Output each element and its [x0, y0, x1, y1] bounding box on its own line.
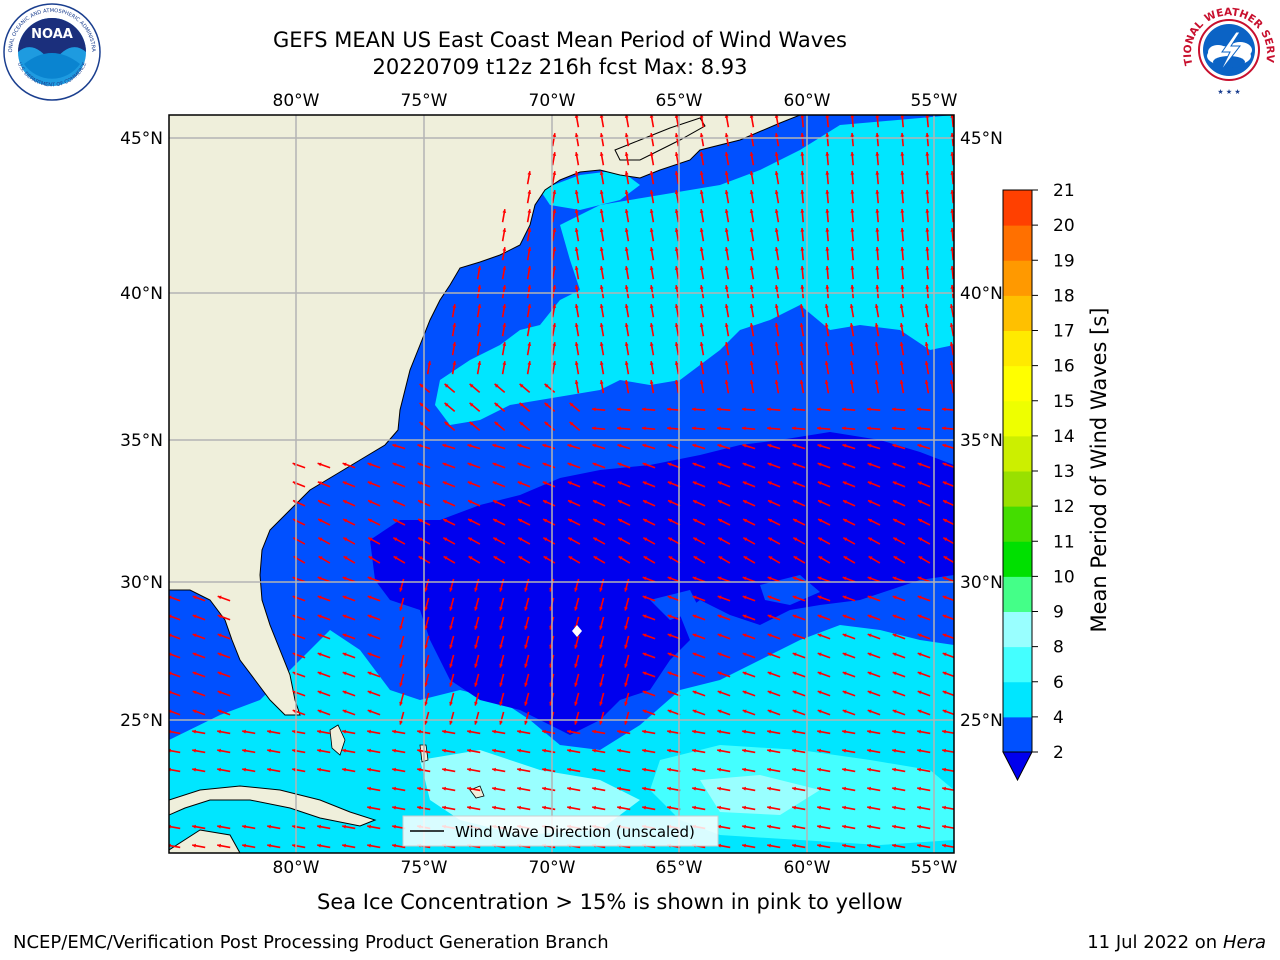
contour-patch-cyan-a	[540, 170, 640, 210]
colorbar-tick-label: 13	[1053, 462, 1075, 482]
lat-label: 35°N	[960, 431, 1003, 451]
map-panel: Wind Wave Direction (unscaled)	[169, 115, 954, 853]
lon-label: 65°W	[656, 91, 703, 111]
footer-branch: NCEP/EMC/Verification Post Processing Pr…	[13, 932, 609, 953]
colorbar-segment	[1003, 260, 1032, 296]
colorbar-segment	[1003, 576, 1032, 612]
sea-ice-note: Sea Ice Concentration > 15% is shown in …	[317, 890, 903, 914]
colorbar-segment	[1003, 681, 1032, 718]
nws-logo: NATIONAL WEATHER SERVICE ★ ★ ★	[1178, 0, 1276, 97]
colorbar-tick-label: 10	[1053, 567, 1075, 587]
map-legend: Wind Wave Direction (unscaled)	[402, 815, 719, 847]
lat-labels-left: 45°N 40°N 35°N 30°N 25°N	[120, 129, 163, 731]
colorbar-tick-label: 14	[1053, 427, 1075, 447]
land-yucatan	[169, 829, 241, 853]
lat-labels-right: 45°N 40°N 35°N 30°N 25°N	[960, 129, 1003, 731]
colorbar-tick-label: 11	[1053, 532, 1075, 552]
contour-region-deep-blue	[370, 432, 954, 735]
map-title: GEFS MEAN US East Coast Mean Period of W…	[273, 28, 847, 52]
map-frame	[168, 114, 955, 854]
lon-label: 55°W	[911, 91, 958, 111]
colorbar-segment	[1003, 295, 1032, 331]
legend-label: Wind Wave Direction (unscaled)	[455, 823, 695, 841]
lat-label: 40°N	[120, 284, 163, 304]
colorbar: 2 4 6 8 9 10 11 12 13 14 15 16 17 18 19 20 21	[1002, 181, 1075, 782]
lon-label: 80°W	[273, 91, 320, 111]
colorbar-segment	[1003, 365, 1032, 402]
colorbar-label: Mean Period of Wind Waves [s]	[1087, 308, 1111, 633]
contour-hole-b	[650, 590, 700, 620]
colorbar-tick-label: 9	[1053, 603, 1064, 623]
noaa-logo-text: NOAA	[31, 27, 73, 42]
colorbar-tick-label: 15	[1053, 392, 1075, 412]
lon-label: 60°W	[784, 858, 831, 878]
colorbar-tick-label: 6	[1053, 673, 1064, 693]
noaa-logo: NOAA NATIONAL OCEANIC AND ATMOSPHERIC AD…	[2, 2, 101, 101]
colorbar-segment	[1003, 716, 1032, 753]
map-subtitle: 20220709 t12z 216h fcst Max: 8.93	[372, 55, 748, 79]
svg-text:★ ★ ★: ★ ★ ★	[1217, 88, 1240, 96]
colorbar-segment	[1003, 506, 1032, 542]
colorbar-segment	[1003, 611, 1032, 648]
colorbar-tick-label: 16	[1053, 357, 1075, 377]
lon-label: 70°W	[529, 858, 576, 878]
lon-label: 55°W	[911, 858, 958, 878]
colorbar-segment	[1003, 541, 1032, 577]
lat-label: 30°N	[960, 573, 1003, 593]
colorbar-segment	[1003, 225, 1032, 261]
lon-label: 60°W	[784, 91, 831, 111]
colorbar-tick-label: 20	[1053, 216, 1075, 236]
contour-band-north-cyan	[435, 115, 954, 425]
colorbar-tick-label: 17	[1053, 322, 1075, 342]
colorbar-segment	[1003, 400, 1032, 437]
map-gridlines	[169, 115, 954, 853]
lat-label: 25°N	[120, 711, 163, 731]
wind-wave-direction-arrows	[169, 115, 954, 849]
colorbar-tick-label: 2	[1053, 743, 1064, 763]
lat-label: 25°N	[960, 711, 1003, 731]
lon-label: 65°W	[656, 858, 703, 878]
lat-label: 30°N	[120, 573, 163, 593]
footer-date-text: 11 Jul 2022 on	[1087, 932, 1223, 953]
lat-label: 40°N	[960, 284, 1003, 304]
colorbar-tick-label: 4	[1053, 708, 1064, 728]
colorbar-tick-label: 8	[1053, 638, 1064, 658]
lon-labels-top: 80°W 75°W 70°W 65°W 60°W 55°W	[273, 91, 958, 111]
footer-host: Hera	[1222, 932, 1266, 953]
lon-label: 75°W	[401, 91, 448, 111]
colorbar-tick-label: 21	[1053, 181, 1075, 201]
lon-label: 75°W	[401, 858, 448, 878]
colorbar-extend-triangle	[1002, 751, 1033, 782]
colorbar-segment	[1003, 471, 1032, 507]
lat-label: 35°N	[120, 431, 163, 451]
lon-label: 80°W	[273, 858, 320, 878]
colorbar-tick-label: 18	[1053, 286, 1075, 306]
lon-label: 70°W	[529, 91, 576, 111]
colorbar-segment	[1003, 190, 1032, 226]
land-cuba	[169, 785, 377, 827]
contour-patch-light-c	[700, 775, 820, 815]
colorbar-segment	[1003, 435, 1032, 472]
footer-date: 11 Jul 2022 on Hera	[1087, 932, 1266, 953]
lat-label: 45°N	[960, 129, 1003, 149]
colorbar-segment	[1003, 330, 1032, 367]
max-value-marker	[572, 625, 582, 637]
land-north-america	[169, 115, 801, 716]
lat-label: 45°N	[120, 129, 163, 149]
colorbar-tick-label: 12	[1053, 497, 1075, 517]
lon-labels-bottom: 80°W 75°W 70°W 65°W 60°W 55°W	[273, 858, 958, 878]
land-nova-scotia	[614, 117, 706, 161]
colorbar-segment	[1003, 646, 1032, 683]
colorbar-tick-label: 19	[1053, 251, 1075, 271]
